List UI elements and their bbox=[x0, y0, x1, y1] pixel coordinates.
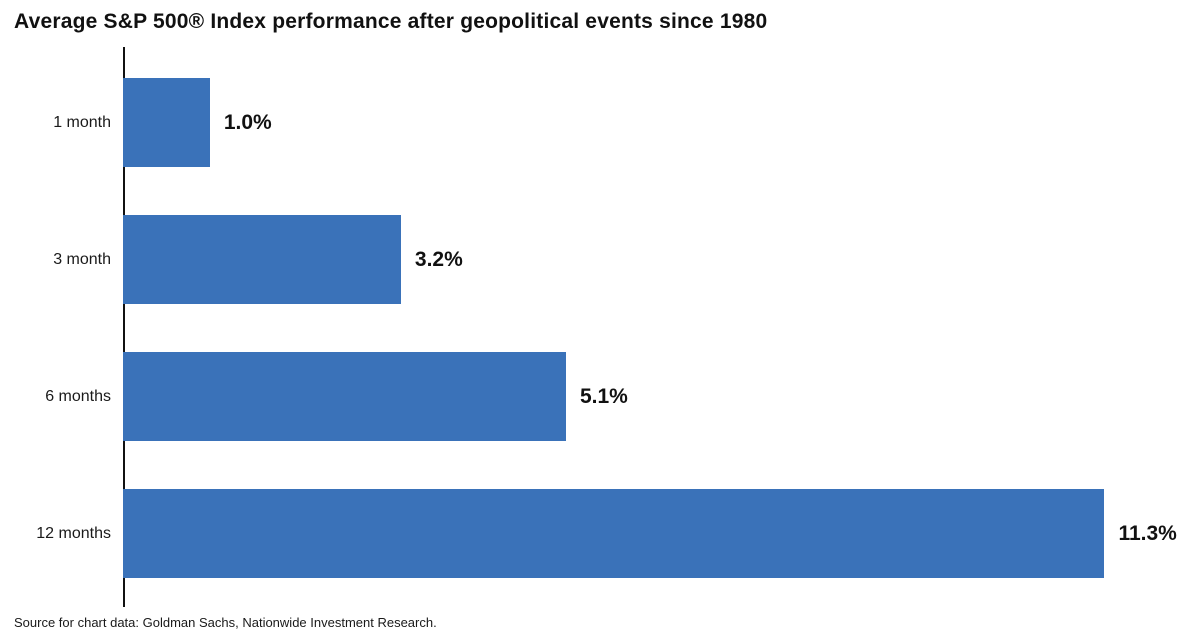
bar-track: 3.2% bbox=[123, 215, 1200, 304]
bar-rows: 1 month 1.0% 3 month 3.2% 6 months 5.1% bbox=[0, 47, 1200, 578]
bar-track: 1.0% bbox=[123, 78, 1200, 167]
y-axis-line bbox=[123, 47, 125, 607]
value-label-3-month: 3.2% bbox=[414, 247, 463, 271]
bar-1-month bbox=[123, 78, 210, 167]
value-label-12-months: 11.3% bbox=[1118, 521, 1177, 545]
chart-title: Average S&P 500® Index performance after… bbox=[14, 10, 768, 33]
source-note: Source for chart data: Goldman Sachs, Na… bbox=[14, 615, 437, 630]
bar-row: 6 months 5.1% bbox=[0, 352, 1200, 441]
bar-3-month bbox=[123, 215, 401, 304]
bar-row: 3 month 3.2% bbox=[0, 215, 1200, 304]
category-label-12-months: 12 months bbox=[36, 524, 111, 542]
category-label-3-month: 3 month bbox=[53, 250, 111, 268]
category-label-6-months: 6 months bbox=[45, 387, 111, 405]
bar-12-months bbox=[123, 489, 1105, 578]
bar-row: 12 months 11.3% bbox=[0, 489, 1200, 578]
bar-track: 5.1% bbox=[123, 352, 1200, 441]
bar-track: 11.3% bbox=[123, 489, 1200, 578]
chart-area: 1 month 1.0% 3 month 3.2% 6 months 5.1% bbox=[0, 47, 1200, 607]
category-label-1-month: 1 month bbox=[53, 113, 111, 131]
value-label-6-months: 5.1% bbox=[579, 384, 628, 408]
value-label-1-month: 1.0% bbox=[223, 110, 272, 134]
bar-6-months bbox=[123, 352, 566, 441]
bar-row: 1 month 1.0% bbox=[0, 78, 1200, 167]
